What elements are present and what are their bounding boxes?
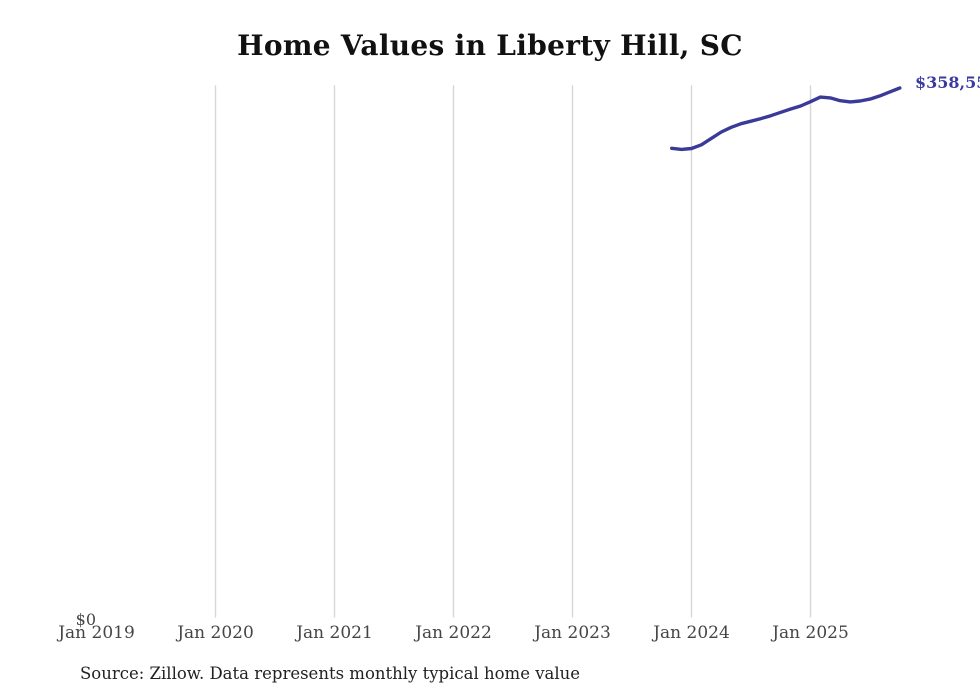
x-tick-label: Jan 2025	[772, 623, 849, 643]
x-tick-label: Jan 2023	[534, 623, 611, 643]
source-note: Source: Zillow. Data represents monthly …	[80, 664, 581, 683]
x-tick-label: Jan 2019	[58, 623, 135, 643]
x-tick-label: Jan 2020	[177, 623, 254, 643]
home-value-series-line	[670, 86, 902, 152]
x-tick-label: Jan 2022	[415, 623, 492, 643]
y-axis-zero-label: $0	[75, 610, 96, 629]
chart-title: Home Values in Liberty Hill, SC	[237, 29, 743, 62]
x-tick-label: Jan 2021	[296, 623, 373, 643]
latest-value-label: $358,555	[915, 73, 980, 92]
x-tick-label: Jan 2024	[653, 623, 730, 643]
